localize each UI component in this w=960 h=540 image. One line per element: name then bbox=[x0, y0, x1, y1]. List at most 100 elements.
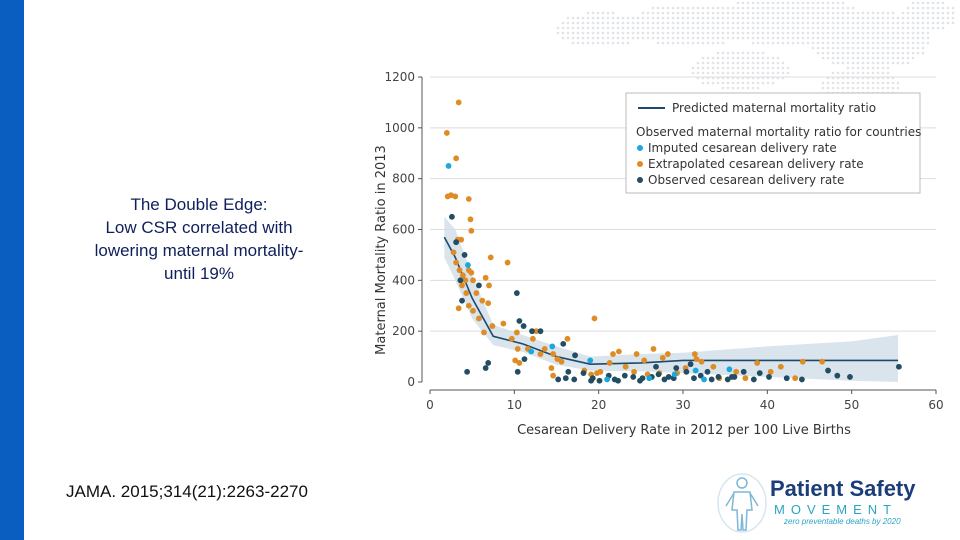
patient-safety-movement-logo: Patient Safety MOVEMENT zero preventable… bbox=[716, 472, 946, 534]
map-dot-739 bbox=[851, 66, 855, 70]
map-dot-219 bbox=[921, 16, 925, 20]
map-dot-859 bbox=[866, 86, 870, 90]
map-dot-132 bbox=[871, 11, 875, 15]
map-dot-109 bbox=[756, 11, 760, 15]
map-dot-510 bbox=[821, 36, 825, 40]
map-dot-817 bbox=[731, 81, 735, 85]
map-dot-844 bbox=[731, 86, 735, 90]
map-dot-732 bbox=[761, 66, 765, 70]
map-dot-205 bbox=[851, 16, 855, 20]
map-dot-714 bbox=[891, 61, 895, 65]
map-dot-474 bbox=[641, 36, 645, 40]
extrapolated-point-71 bbox=[733, 368, 740, 375]
map-dot-857 bbox=[856, 86, 860, 90]
map-dot-847 bbox=[746, 86, 750, 90]
map-dot-218 bbox=[916, 16, 920, 20]
map-dot-42 bbox=[716, 6, 720, 10]
map-dot-236 bbox=[611, 21, 615, 25]
extrapolated-point-66 bbox=[693, 356, 700, 363]
map-dot-443 bbox=[856, 31, 860, 35]
map-dot-588 bbox=[901, 41, 905, 45]
map-dot-46 bbox=[736, 6, 740, 10]
map-dot-114 bbox=[781, 11, 785, 15]
map-dot-47 bbox=[741, 6, 745, 10]
map-dot-285 bbox=[856, 21, 860, 25]
map-dot-639 bbox=[876, 51, 880, 55]
title-line-4: until 19% bbox=[164, 264, 234, 283]
map-dot-500 bbox=[771, 36, 775, 40]
y-tick-label-0: 0 bbox=[407, 375, 415, 389]
map-dot-629 bbox=[826, 51, 830, 55]
map-dot-757 bbox=[741, 71, 745, 75]
map-dot-398 bbox=[631, 31, 635, 35]
extrapolated-point-29 bbox=[455, 305, 462, 312]
map-dot-839 bbox=[886, 81, 890, 85]
map-dot-695 bbox=[751, 61, 755, 65]
map-dot-20 bbox=[836, 1, 840, 5]
logo-tagline: zero preventable deaths by 2020 bbox=[784, 517, 901, 526]
map-dot-62 bbox=[816, 6, 820, 10]
map-dot-760 bbox=[756, 71, 760, 75]
map-dot-200 bbox=[826, 16, 830, 20]
map-dot-524 bbox=[891, 36, 895, 40]
y-tick-label-5: 1000 bbox=[384, 121, 415, 135]
map-dot-713 bbox=[886, 61, 890, 65]
map-dot-711 bbox=[876, 61, 880, 65]
map-dot-569 bbox=[806, 41, 810, 45]
map-dot-770 bbox=[846, 71, 850, 75]
map-dot-553 bbox=[701, 41, 705, 45]
map-dot-453 bbox=[906, 31, 910, 35]
legend-imputed-label: Imputed cesarean delivery rate bbox=[648, 141, 837, 155]
map-dot-837 bbox=[876, 81, 880, 85]
observed-point-38 bbox=[724, 376, 731, 383]
map-dot-581 bbox=[866, 41, 870, 45]
map-dot-600 bbox=[841, 46, 845, 50]
map-dot-184 bbox=[746, 16, 750, 20]
map-dot-622 bbox=[741, 51, 745, 55]
map-dot-689 bbox=[721, 61, 725, 65]
map-dot-699 bbox=[771, 61, 775, 65]
extrapolated-point-63 bbox=[659, 354, 666, 361]
map-dot-348 bbox=[771, 26, 775, 30]
map-dot-167 bbox=[661, 16, 665, 20]
extrapolated-point-77 bbox=[799, 358, 806, 365]
map-dot-489 bbox=[716, 36, 720, 40]
map-dot-369 bbox=[876, 26, 880, 30]
map-dot-243 bbox=[646, 21, 650, 25]
map-dot-192 bbox=[786, 16, 790, 20]
imputed-point-2 bbox=[528, 348, 535, 355]
map-dot-353 bbox=[796, 26, 800, 30]
map-dot-120 bbox=[811, 11, 815, 15]
map-dot-50 bbox=[756, 6, 760, 10]
observed-point-6 bbox=[485, 360, 492, 366]
map-dot-387 bbox=[576, 31, 580, 35]
map-dot-575 bbox=[836, 41, 840, 45]
map-dot-336 bbox=[711, 26, 715, 30]
map-dot-727 bbox=[736, 66, 740, 70]
map-dot-94 bbox=[681, 11, 685, 15]
map-dot-675 bbox=[871, 56, 875, 60]
map-dot-416 bbox=[721, 31, 725, 35]
map-dot-627 bbox=[816, 51, 820, 55]
map-dot-830 bbox=[841, 81, 845, 85]
map-dot-526 bbox=[901, 36, 905, 40]
map-dot-337 bbox=[716, 26, 720, 30]
map-dot-762 bbox=[766, 71, 770, 75]
legend-line-label: Predicted maternal mortality ratio bbox=[672, 101, 876, 115]
map-dot-319 bbox=[626, 26, 630, 30]
map-dot-670 bbox=[846, 56, 850, 60]
map-dot-537 bbox=[596, 41, 600, 45]
title-line-2: Low CSR correlated with bbox=[105, 218, 293, 237]
map-dot-640 bbox=[881, 51, 885, 55]
extrapolated-point-27 bbox=[465, 302, 472, 309]
map-dot-80 bbox=[586, 11, 590, 15]
map-dot-315 bbox=[606, 26, 610, 30]
map-dot-138 bbox=[906, 11, 910, 15]
map-dot-212 bbox=[886, 16, 890, 20]
map-dot-106 bbox=[741, 11, 745, 15]
map-dot-177 bbox=[711, 16, 715, 20]
map-dot-764 bbox=[776, 71, 780, 75]
map-dot-244 bbox=[651, 21, 655, 25]
map-dot-427 bbox=[776, 31, 780, 35]
map-dot-407 bbox=[676, 31, 680, 35]
